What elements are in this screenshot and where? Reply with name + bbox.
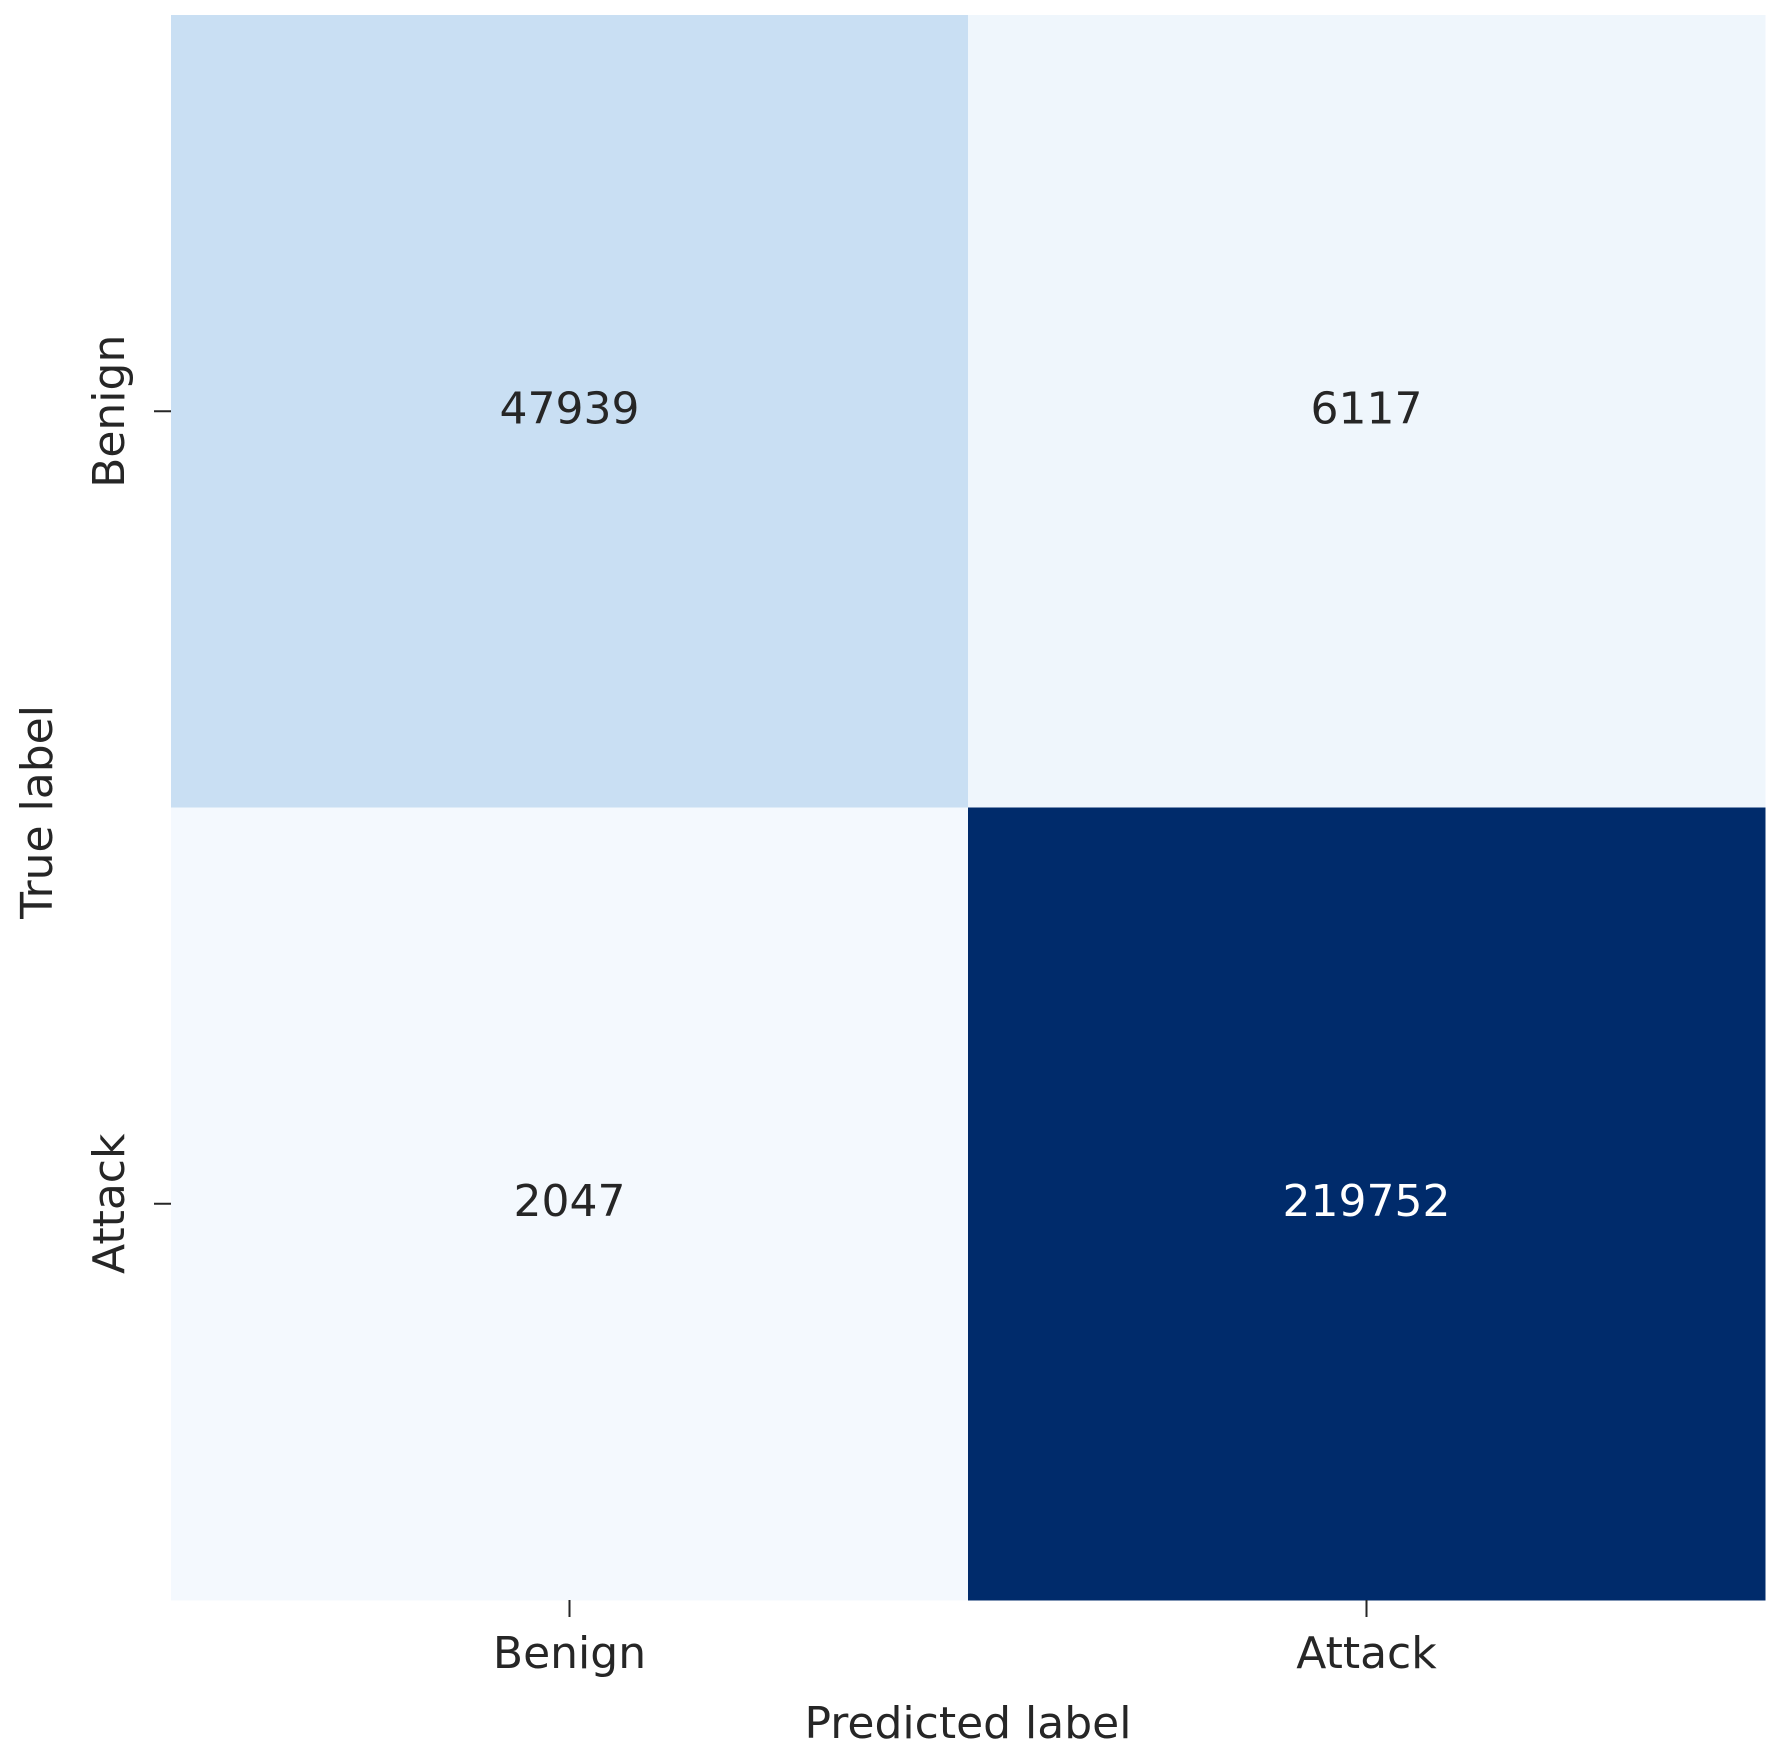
x-tick-label: Attack [1296,1628,1437,1679]
heatmap-cell [968,807,1766,1601]
cell-label: 219752 [1283,1176,1451,1227]
y-tick-label: Benign [84,335,135,488]
y-tick-label: Attack [84,1133,135,1274]
cell-label: 2047 [514,1176,626,1227]
cell-label: 6117 [1311,383,1423,434]
heatmap-cell [968,15,1766,808]
heatmap-cell [171,807,969,1601]
heatmap-cell [171,15,969,808]
y-axis-label: True label [12,705,63,920]
cell-label: 47939 [500,383,640,434]
x-axis-label: Predicted label [805,1698,1132,1749]
x-tick-label: Benign [493,1628,646,1679]
